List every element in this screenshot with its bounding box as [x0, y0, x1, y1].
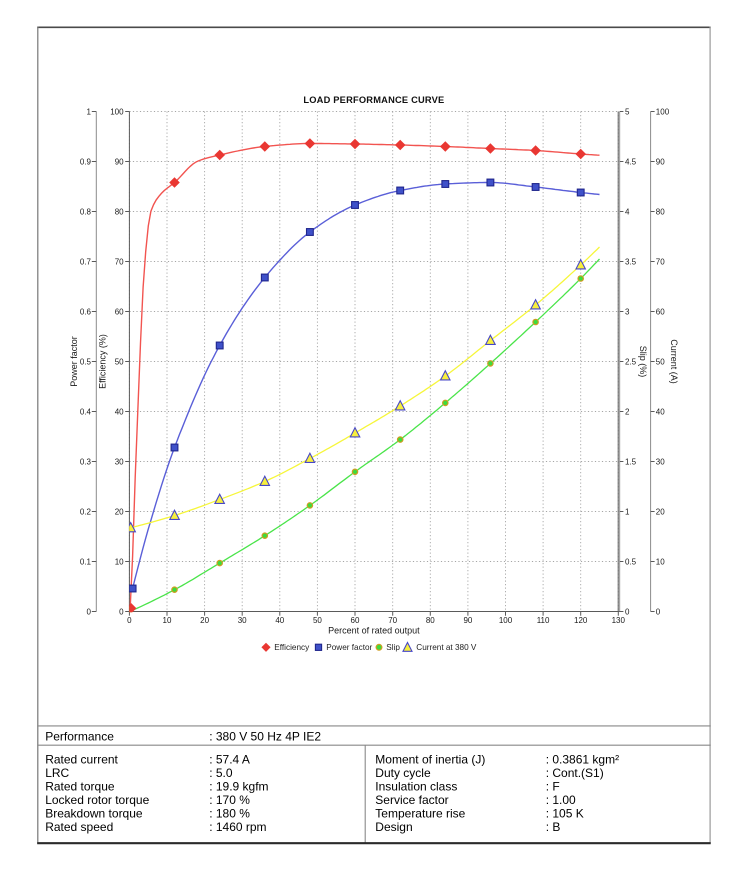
svg-text:110: 110	[537, 616, 550, 625]
svg-text:90: 90	[656, 157, 665, 166]
svg-text:0: 0	[127, 616, 132, 625]
svg-text:: 19.9 kgfm: : 19.9 kgfm	[209, 780, 268, 794]
svg-text:Percent of rated output: Percent of rated output	[328, 625, 420, 635]
svg-text:20: 20	[115, 507, 124, 516]
svg-text:0.1: 0.1	[80, 557, 92, 566]
svg-text:: 0.3861 kgm²: : 0.3861 kgm²	[546, 753, 619, 767]
svg-text:Locked rotor torque: Locked rotor torque	[45, 793, 149, 807]
svg-text:70: 70	[115, 257, 124, 266]
svg-text:30: 30	[656, 457, 665, 466]
svg-text:Power factor: Power factor	[326, 643, 372, 652]
svg-text:Insulation class: Insulation class	[375, 780, 457, 794]
svg-text:: B: : B	[546, 820, 561, 834]
svg-text:Design: Design	[375, 820, 412, 834]
svg-text:0: 0	[87, 607, 92, 616]
svg-text:Moment of inertia (J): Moment of inertia (J)	[375, 753, 485, 767]
svg-text:70: 70	[388, 616, 397, 625]
svg-text:: 170 %: : 170 %	[209, 793, 250, 807]
svg-text:0: 0	[656, 607, 661, 616]
svg-text:5: 5	[625, 107, 630, 116]
svg-text:Efficiency: Efficiency	[274, 643, 310, 652]
svg-text:1: 1	[87, 107, 92, 116]
svg-text:60: 60	[656, 307, 665, 316]
svg-text:: 1460 rpm: : 1460 rpm	[209, 820, 266, 834]
svg-text:0.8: 0.8	[80, 207, 92, 216]
svg-text:40: 40	[115, 407, 124, 416]
svg-text:Rated torque: Rated torque	[45, 780, 115, 794]
svg-text:: 1.00: : 1.00	[546, 793, 576, 807]
svg-text:40: 40	[275, 616, 284, 625]
svg-text:10: 10	[163, 616, 172, 625]
svg-text:LOAD PERFORMANCE CURVE: LOAD PERFORMANCE CURVE	[303, 95, 444, 105]
svg-text:3: 3	[625, 307, 630, 316]
svg-text:80: 80	[656, 207, 665, 216]
svg-text:Duty cycle: Duty cycle	[375, 766, 431, 780]
svg-text:130: 130	[612, 616, 626, 625]
svg-text:0.2: 0.2	[80, 507, 92, 516]
svg-text:2: 2	[625, 407, 630, 416]
svg-text:1: 1	[625, 507, 630, 516]
svg-text:70: 70	[656, 257, 665, 266]
svg-text:90: 90	[115, 157, 124, 166]
svg-text:0: 0	[625, 607, 630, 616]
svg-text:10: 10	[656, 557, 665, 566]
svg-text:Efficiency (%): Efficiency (%)	[98, 334, 108, 389]
svg-text:: 180 %: : 180 %	[209, 806, 250, 820]
svg-text:Power factor: Power factor	[69, 336, 79, 387]
svg-text:Performance: Performance	[45, 729, 114, 743]
svg-text:0.5: 0.5	[625, 557, 637, 566]
svg-text:Breakdown torque: Breakdown torque	[45, 806, 143, 820]
svg-text:60: 60	[115, 307, 124, 316]
svg-text:Temperature rise: Temperature rise	[375, 806, 465, 820]
svg-text:60: 60	[351, 616, 360, 625]
svg-text:0: 0	[119, 607, 124, 616]
svg-text:: 105 K: : 105 K	[546, 806, 584, 820]
svg-text:120: 120	[574, 616, 588, 625]
svg-text:0.6: 0.6	[80, 307, 92, 316]
svg-text:20: 20	[656, 507, 665, 516]
svg-text:Slip: Slip	[386, 643, 400, 652]
svg-text:Slip (%): Slip (%)	[638, 346, 648, 378]
svg-text:0.7: 0.7	[80, 257, 92, 266]
svg-text:: F: : F	[546, 780, 560, 794]
svg-text:50: 50	[115, 357, 124, 366]
svg-text:: 5.0: : 5.0	[209, 766, 233, 780]
svg-text:Current at 380 V: Current at 380 V	[416, 643, 477, 652]
svg-text:: 380 V 50 Hz 4P IE2: : 380 V 50 Hz 4P IE2	[209, 729, 321, 743]
svg-text:1.5: 1.5	[625, 457, 637, 466]
svg-text:2.5: 2.5	[625, 357, 637, 366]
svg-text:LRC: LRC	[45, 766, 69, 780]
svg-text:10: 10	[115, 557, 124, 566]
svg-text:Rated speed: Rated speed	[45, 820, 113, 834]
svg-text:80: 80	[115, 207, 124, 216]
svg-text:50: 50	[313, 616, 322, 625]
svg-text:50: 50	[656, 357, 665, 366]
svg-text:4.5: 4.5	[625, 157, 637, 166]
svg-text:: Cont.(S1): : Cont.(S1)	[546, 766, 604, 780]
svg-text:0.3: 0.3	[80, 457, 92, 466]
svg-text:100: 100	[499, 616, 513, 625]
svg-text:30: 30	[115, 457, 124, 466]
svg-text:100: 100	[656, 107, 670, 116]
svg-text:80: 80	[426, 616, 435, 625]
svg-text:20: 20	[200, 616, 209, 625]
svg-text:Service factor: Service factor	[375, 793, 448, 807]
svg-text:100: 100	[110, 107, 124, 116]
svg-text:Rated current: Rated current	[45, 753, 118, 767]
svg-text:90: 90	[463, 616, 472, 625]
svg-text:: 57.4 A: : 57.4 A	[209, 753, 250, 767]
svg-text:0.9: 0.9	[80, 157, 92, 166]
svg-text:Current (A): Current (A)	[669, 339, 679, 384]
svg-text:3.5: 3.5	[625, 257, 637, 266]
svg-text:40: 40	[656, 407, 665, 416]
svg-text:30: 30	[238, 616, 247, 625]
svg-text:0.4: 0.4	[80, 407, 92, 416]
svg-text:0.5: 0.5	[80, 357, 92, 366]
svg-text:4: 4	[625, 207, 630, 216]
